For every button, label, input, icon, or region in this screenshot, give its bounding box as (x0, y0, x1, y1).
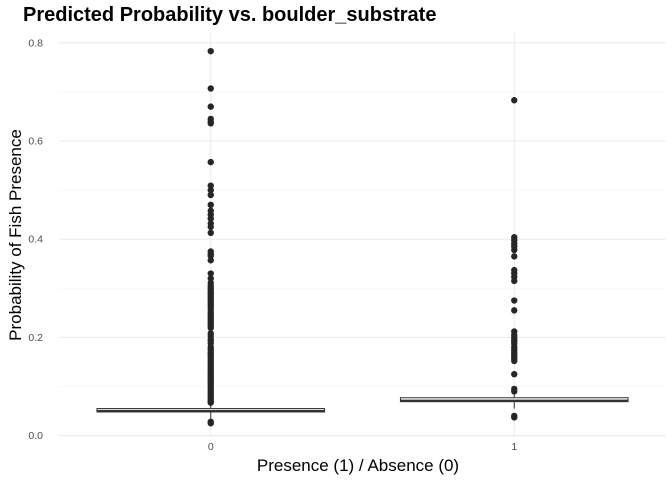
y-tick-label: 0.2 (28, 332, 43, 344)
point-layer (207, 47, 518, 427)
outlier-point (511, 414, 518, 421)
outlier-point (207, 324, 214, 332)
outlier-point (207, 120, 214, 127)
outlier-point (511, 97, 518, 104)
outlier-point (207, 229, 214, 236)
x-tick-label: 0 (208, 441, 214, 453)
outlier-point (511, 370, 518, 378)
outlier-point (207, 223, 214, 231)
outlier-point (511, 253, 518, 260)
outlier-point (511, 246, 518, 254)
x-axis-title: Presence (1) / Absence (0) (257, 456, 459, 475)
outlier-point (207, 191, 214, 199)
outlier-point (511, 307, 518, 314)
box-layer (96, 393, 629, 421)
y-tick-label: 0.0 (28, 430, 43, 442)
outlier-point (207, 201, 214, 209)
outlier-point (511, 277, 518, 285)
y-tick-label: 0.8 (28, 37, 43, 49)
grid-layer (59, 33, 666, 438)
y-tick-label: 0.6 (28, 136, 43, 148)
chart-title: Predicted Probability vs. boulder_substr… (23, 4, 437, 26)
tick-layer: 0.0 0.2 0.4 0.6 0.8 0 1 (28, 37, 517, 453)
outlier-point (207, 399, 214, 406)
outlier-point (207, 275, 214, 282)
y-axis-title: Probability of Fish Presence (6, 129, 25, 341)
y-tick-label: 0.4 (28, 234, 43, 246)
outlier-point (207, 215, 214, 222)
x-tick-label: 1 (511, 441, 517, 453)
outlier-point (207, 420, 214, 427)
outlier-point (207, 257, 214, 264)
outlier-point (511, 388, 518, 395)
outlier-point (207, 103, 214, 110)
outlier-point (207, 158, 214, 166)
outlier-point (207, 85, 214, 92)
outlier-point (207, 270, 214, 277)
outlier-point (207, 182, 214, 189)
outlier-point (511, 357, 518, 365)
outlier-point (207, 252, 214, 260)
outlier-point (207, 186, 214, 194)
outlier-point (207, 47, 214, 55)
outlier-point (511, 297, 518, 304)
